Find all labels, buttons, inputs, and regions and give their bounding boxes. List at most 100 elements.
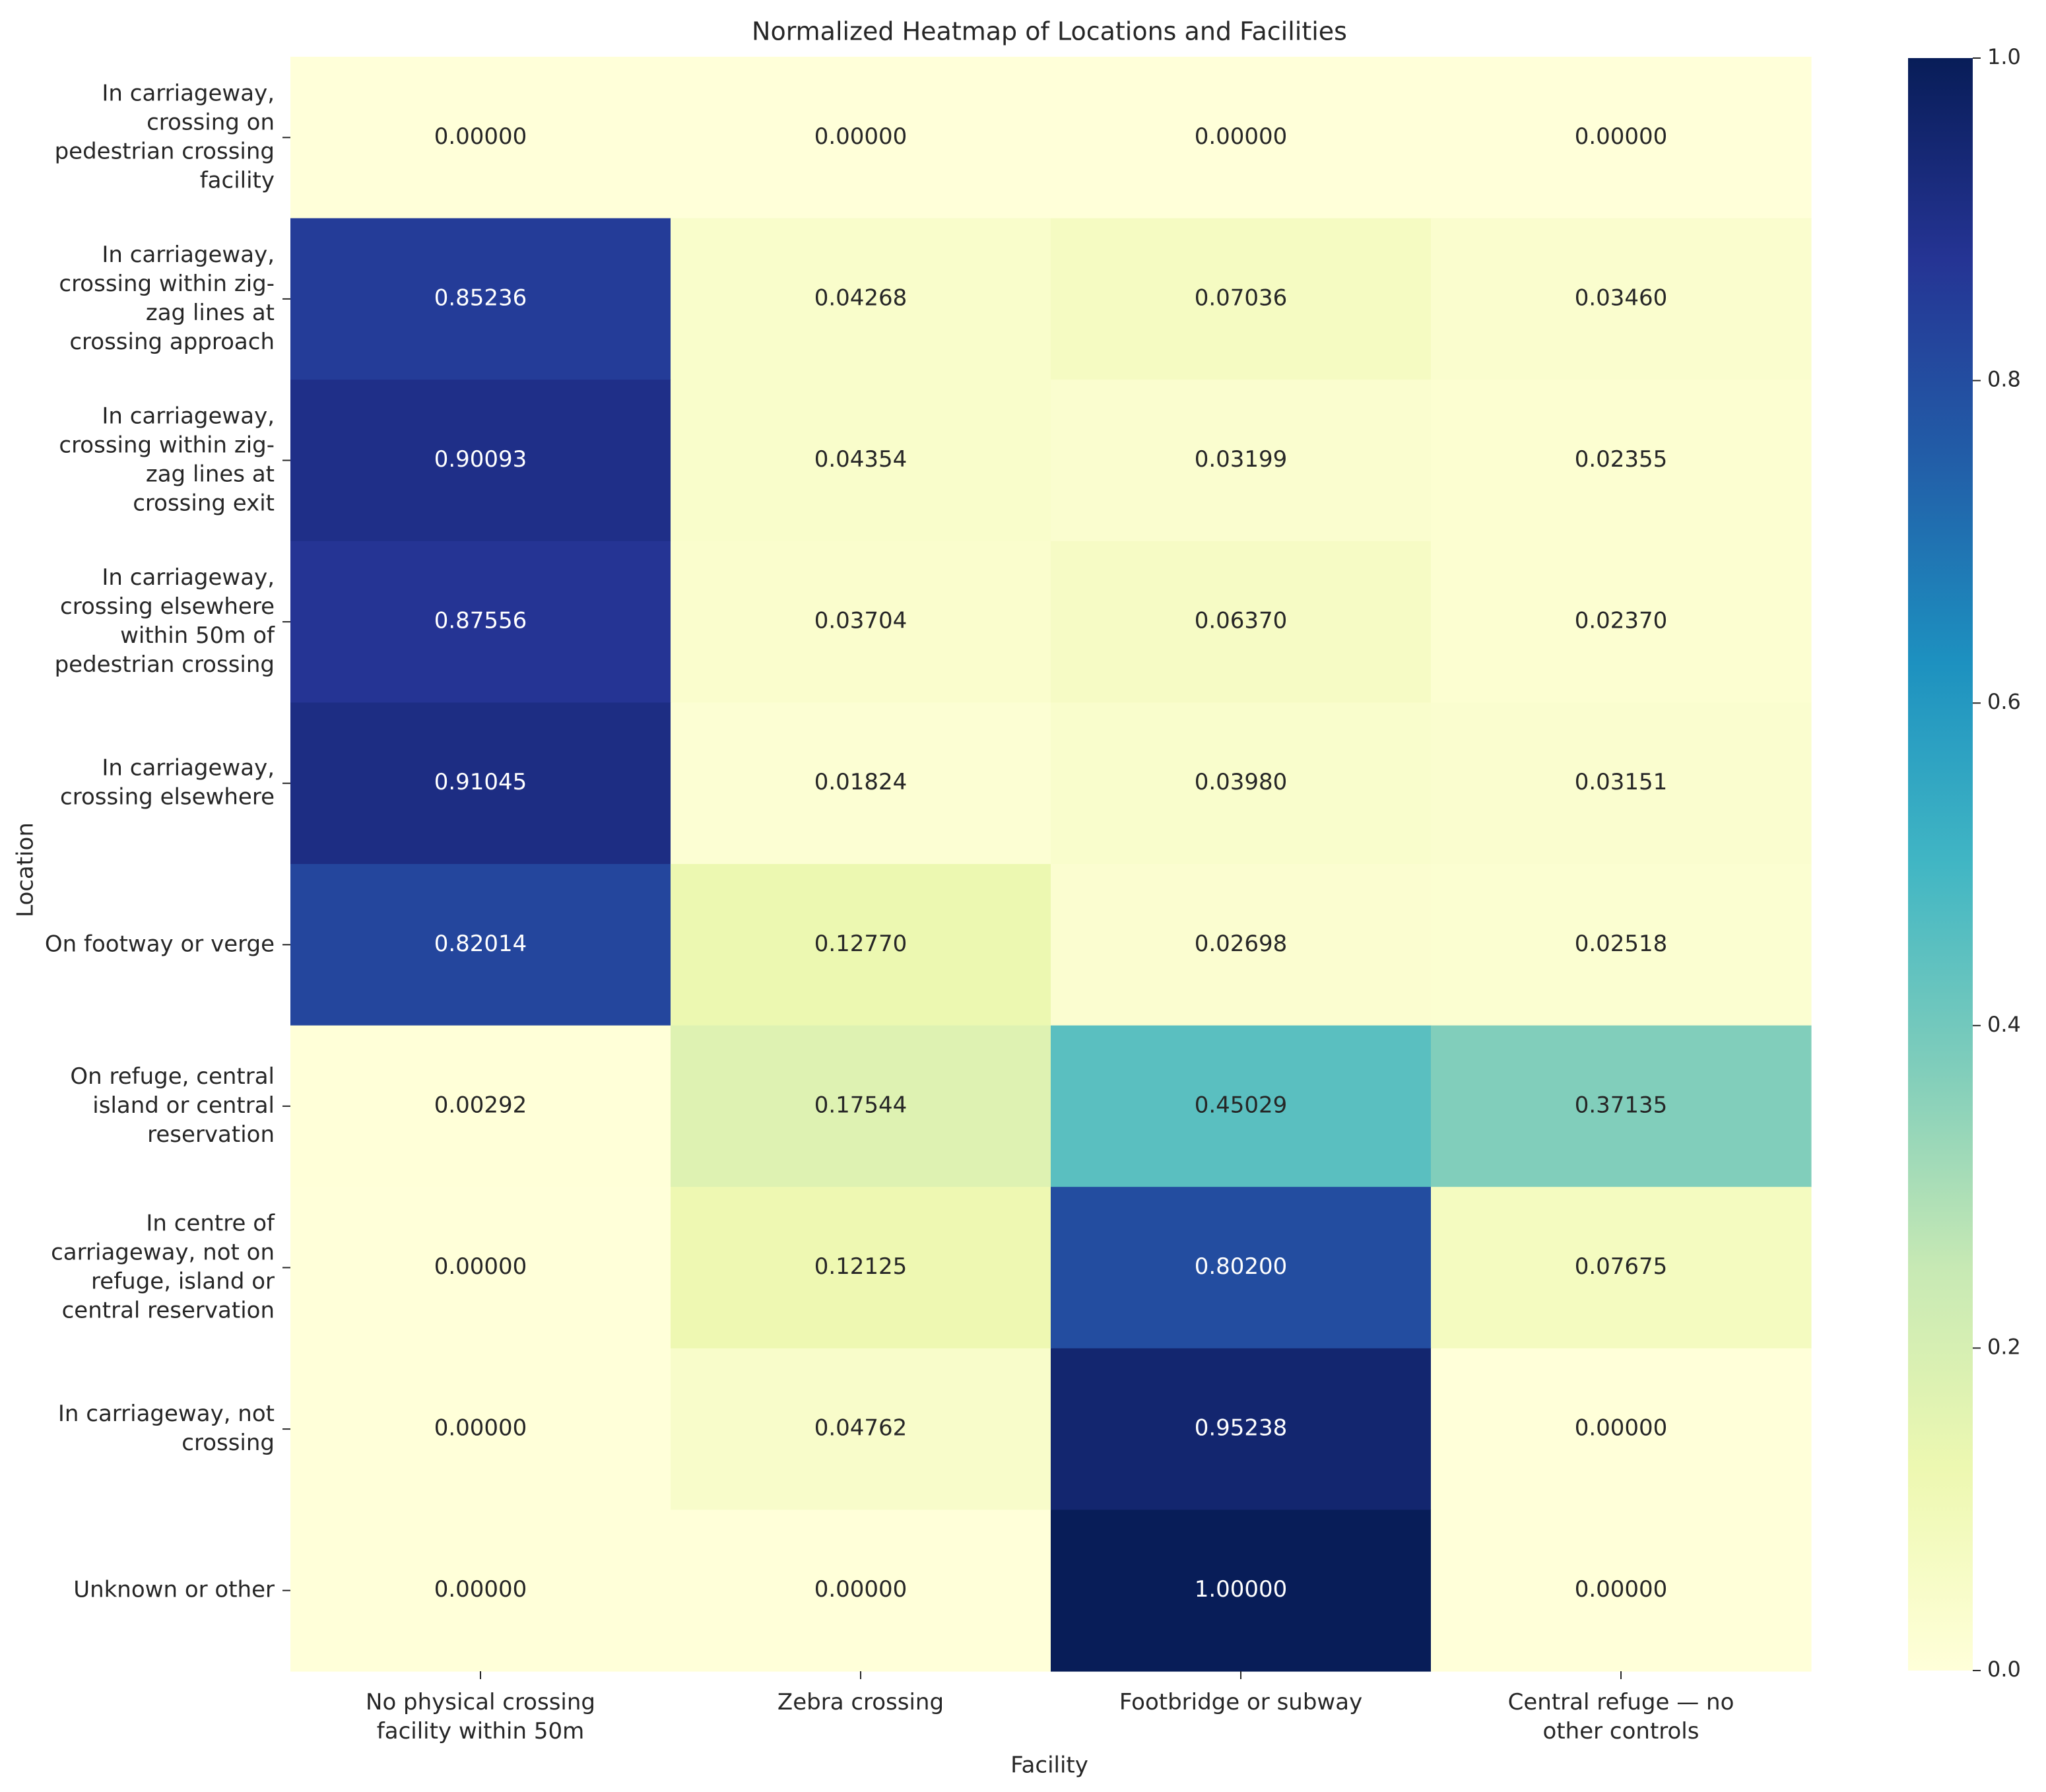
cell-value-r2-c3: 0.02355: [1575, 446, 1668, 473]
y-tick-label-3: In carriageway, crossing elsewhere within …: [55, 564, 275, 678]
heatmap-cells: [290, 57, 1812, 1672]
colorbar-tick-label-0: 0.0: [1987, 1657, 2021, 1682]
heatmap-cell-r6-c3: [1431, 1025, 1812, 1187]
cell-value-r0-c1: 0.00000: [814, 123, 908, 150]
heatmap-cell-r5-c0: [290, 864, 671, 1026]
cell-value-r5-c3: 0.02518: [1575, 931, 1668, 957]
heatmap-cell-r6-c0: [290, 1025, 671, 1187]
heatmap-cell-r9-c1: [671, 1510, 1051, 1672]
cell-value-r5-c1: 0.12770: [814, 931, 908, 957]
cell-value-r6-c3: 0.37135: [1575, 1092, 1668, 1118]
heatmap-cell-r3-c3: [1431, 541, 1812, 703]
cell-value-r0-c3: 0.00000: [1575, 123, 1668, 150]
cell-value-r9-c3: 0.00000: [1575, 1576, 1668, 1603]
heatmap-cell-r6-c1: [671, 1025, 1051, 1187]
cell-value-r7-c3: 0.07675: [1575, 1253, 1668, 1280]
x-axis-label: Facility: [1010, 1752, 1088, 1779]
heatmap-cell-r3-c0: [290, 541, 671, 703]
cell-value-r4-c2: 0.03980: [1195, 769, 1288, 795]
y-axis-label: Location: [13, 822, 39, 917]
heatmap-cell-r8-c3: [1431, 1348, 1812, 1510]
heatmap-cell-r4-c0: [290, 702, 671, 865]
cell-value-r0-c0: 0.00000: [434, 123, 527, 150]
heatmap-cell-r5-c1: [671, 864, 1051, 1026]
cell-value-r4-c0: 0.91045: [434, 769, 527, 795]
cell-value-r8-c0: 0.00000: [434, 1415, 527, 1442]
x-tick-label-0: No physical crossing facility within 50m: [366, 1689, 595, 1744]
colorbar-tick-label-5: 1.0: [1987, 44, 2021, 69]
heatmap-cell-r2-c2: [1051, 380, 1432, 542]
heatmap-cell-r7-c0: [290, 1187, 671, 1349]
heatmap-cell-r3-c1: [671, 541, 1051, 703]
cell-value-r2-c1: 0.04354: [814, 446, 908, 473]
cell-value-r8-c2: 0.95238: [1195, 1415, 1288, 1442]
cell-value-r1-c1: 0.04268: [814, 284, 908, 311]
chart-title: Normalized Heatmap of Locations and Faci…: [752, 17, 1347, 46]
cell-value-r7-c1: 0.12125: [814, 1253, 908, 1280]
heatmap-cell-r9-c2: [1051, 1510, 1432, 1672]
heatmap-cell-r8-c1: [671, 1348, 1051, 1510]
heatmap-cell-r3-c2: [1051, 541, 1432, 703]
cell-value-r8-c3: 0.00000: [1575, 1415, 1668, 1442]
heatmap-cell-r4-c2: [1051, 702, 1432, 865]
colorbar-tick-label-3: 0.6: [1987, 689, 2021, 714]
cell-value-r4-c3: 0.03151: [1575, 769, 1668, 795]
heatmap-cell-r8-c2: [1051, 1348, 1432, 1510]
cell-value-r2-c2: 0.03199: [1195, 446, 1288, 473]
heatmap-cell-r1-c0: [290, 218, 671, 380]
heatmap-cell-r2-c1: [671, 380, 1051, 542]
colorbar-tick-label-4: 0.8: [1987, 367, 2021, 392]
x-tick-label-1: Zebra crossing: [777, 1689, 944, 1715]
cell-value-r0-c2: 0.00000: [1195, 123, 1288, 150]
cell-value-r1-c3: 0.03460: [1575, 284, 1668, 311]
cell-value-r9-c1: 0.00000: [814, 1576, 908, 1603]
cell-value-r2-c0: 0.90093: [434, 446, 527, 473]
cell-value-r3-c1: 0.03704: [814, 608, 908, 634]
cell-value-r9-c0: 0.00000: [434, 1576, 527, 1603]
heatmap-cell-r4-c1: [671, 702, 1051, 865]
cell-value-r7-c0: 0.00000: [434, 1253, 527, 1280]
colorbar-gradient: [1908, 58, 1973, 1671]
heatmap-cell-r5-c3: [1431, 864, 1812, 1026]
cell-value-r5-c0: 0.82014: [434, 931, 527, 957]
cell-value-r6-c2: 0.45029: [1195, 1092, 1288, 1118]
cell-value-r5-c2: 0.02698: [1195, 931, 1288, 957]
heatmap-cell-r0-c2: [1051, 57, 1432, 219]
cell-value-r8-c1: 0.04762: [814, 1415, 908, 1442]
y-tick-label-9: Unknown or other: [73, 1576, 275, 1603]
heatmap-cell-r0-c1: [671, 57, 1051, 219]
x-axis: No physical crossing facility within 50m Z…: [366, 1671, 1734, 1744]
heatmap-cell-labels: 0.00000 0.00000 0.00000 0.00000 0.85236 0.042…: [434, 123, 1668, 1603]
y-tick-label-0: In carriageway, crossing on pedestrian cro…: [55, 80, 275, 193]
cell-value-r4-c1: 0.01824: [814, 769, 908, 795]
x-tick-label-3: Central refuge — no other controls: [1508, 1689, 1734, 1744]
heatmap-cell-r4-c3: [1431, 702, 1812, 865]
cell-value-r3-c3: 0.02370: [1575, 608, 1668, 634]
heatmap-cell-r7-c2: [1051, 1187, 1432, 1349]
cell-value-r3-c2: 0.06370: [1195, 608, 1288, 634]
colorbar-tick-label-2: 0.4: [1987, 1012, 2021, 1037]
heatmap-cell-r2-c0: [290, 380, 671, 542]
cell-value-r1-c0: 0.85236: [434, 284, 527, 311]
y-tick-label-8: In carriageway, not crossing: [58, 1401, 275, 1456]
x-tick-label-2: Footbridge or subway: [1119, 1689, 1362, 1715]
y-tick-label-1: In carriageway, crossing within zig-zag l…: [59, 241, 275, 354]
heatmap-cell-r7-c3: [1431, 1187, 1812, 1349]
cell-value-r1-c2: 0.07036: [1195, 284, 1288, 311]
heatmap-cell-r0-c0: [290, 57, 671, 219]
heatmap-cell-r9-c3: [1431, 1510, 1812, 1672]
colorbar-tick-label-1: 0.2: [1987, 1334, 2021, 1359]
y-tick-label-4: In carriageway, crossing elsewhere: [60, 754, 275, 810]
heatmap-cell-r7-c1: [671, 1187, 1051, 1349]
y-tick-label-2: In carriageway, crossing within zig-zag l…: [59, 403, 275, 516]
y-tick-label-7: In centre of carriageway, not on refuge, i…: [51, 1210, 275, 1323]
heatmap-cell-r2-c3: [1431, 380, 1812, 542]
cell-value-r3-c0: 0.87556: [434, 608, 527, 634]
heatmap-cell-r0-c3: [1431, 57, 1812, 219]
heatmap-cell-r9-c0: [290, 1510, 671, 1672]
cell-value-r6-c0: 0.00292: [434, 1092, 527, 1118]
colorbar: 0.0 0.2 0.4 0.6 0.8 1.0: [1908, 44, 2021, 1682]
y-tick-label-6: On refuge, central island or central reser…: [70, 1063, 275, 1147]
heatmap-cell-r1-c2: [1051, 218, 1432, 380]
